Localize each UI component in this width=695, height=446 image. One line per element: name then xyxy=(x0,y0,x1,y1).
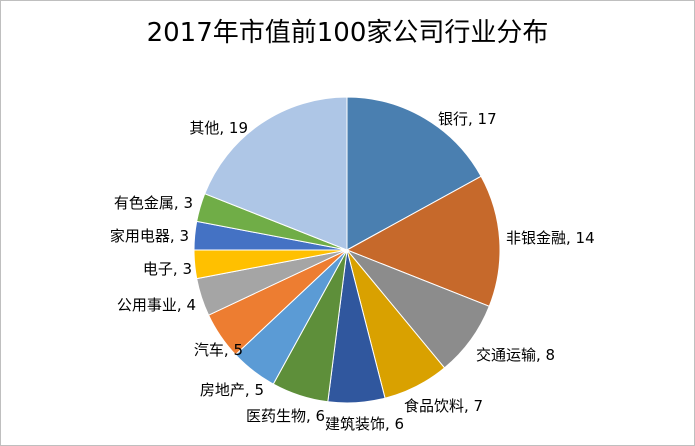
chart-title: 2017年市值前100家公司行业分布 xyxy=(146,18,549,48)
data-label-7: 房地产, 5 xyxy=(200,381,264,399)
data-label-9: 公用事业, 4 xyxy=(117,296,196,314)
data-label-12: 有色金属, 3 xyxy=(114,194,193,212)
data-label-4: 食品饮料, 7 xyxy=(404,397,483,415)
pie-slice-13 xyxy=(204,96,348,251)
pie-slice-2 xyxy=(345,175,501,307)
data-label-5: 建筑装饰, 6 xyxy=(325,415,404,433)
data-label-10: 电子, 3 xyxy=(143,260,192,278)
data-label-1: 银行, 17 xyxy=(438,110,497,128)
data-label-6: 医药生物, 6 xyxy=(246,407,325,425)
data-label-3: 交通运输, 8 xyxy=(476,346,555,364)
data-label-8: 汽车, 5 xyxy=(194,341,243,359)
data-label-2: 非银金融, 14 xyxy=(506,229,595,247)
data-label-11: 家用电器, 3 xyxy=(110,227,189,245)
data-label-13: 其他, 19 xyxy=(189,119,248,137)
pie-slice-1 xyxy=(346,96,482,251)
